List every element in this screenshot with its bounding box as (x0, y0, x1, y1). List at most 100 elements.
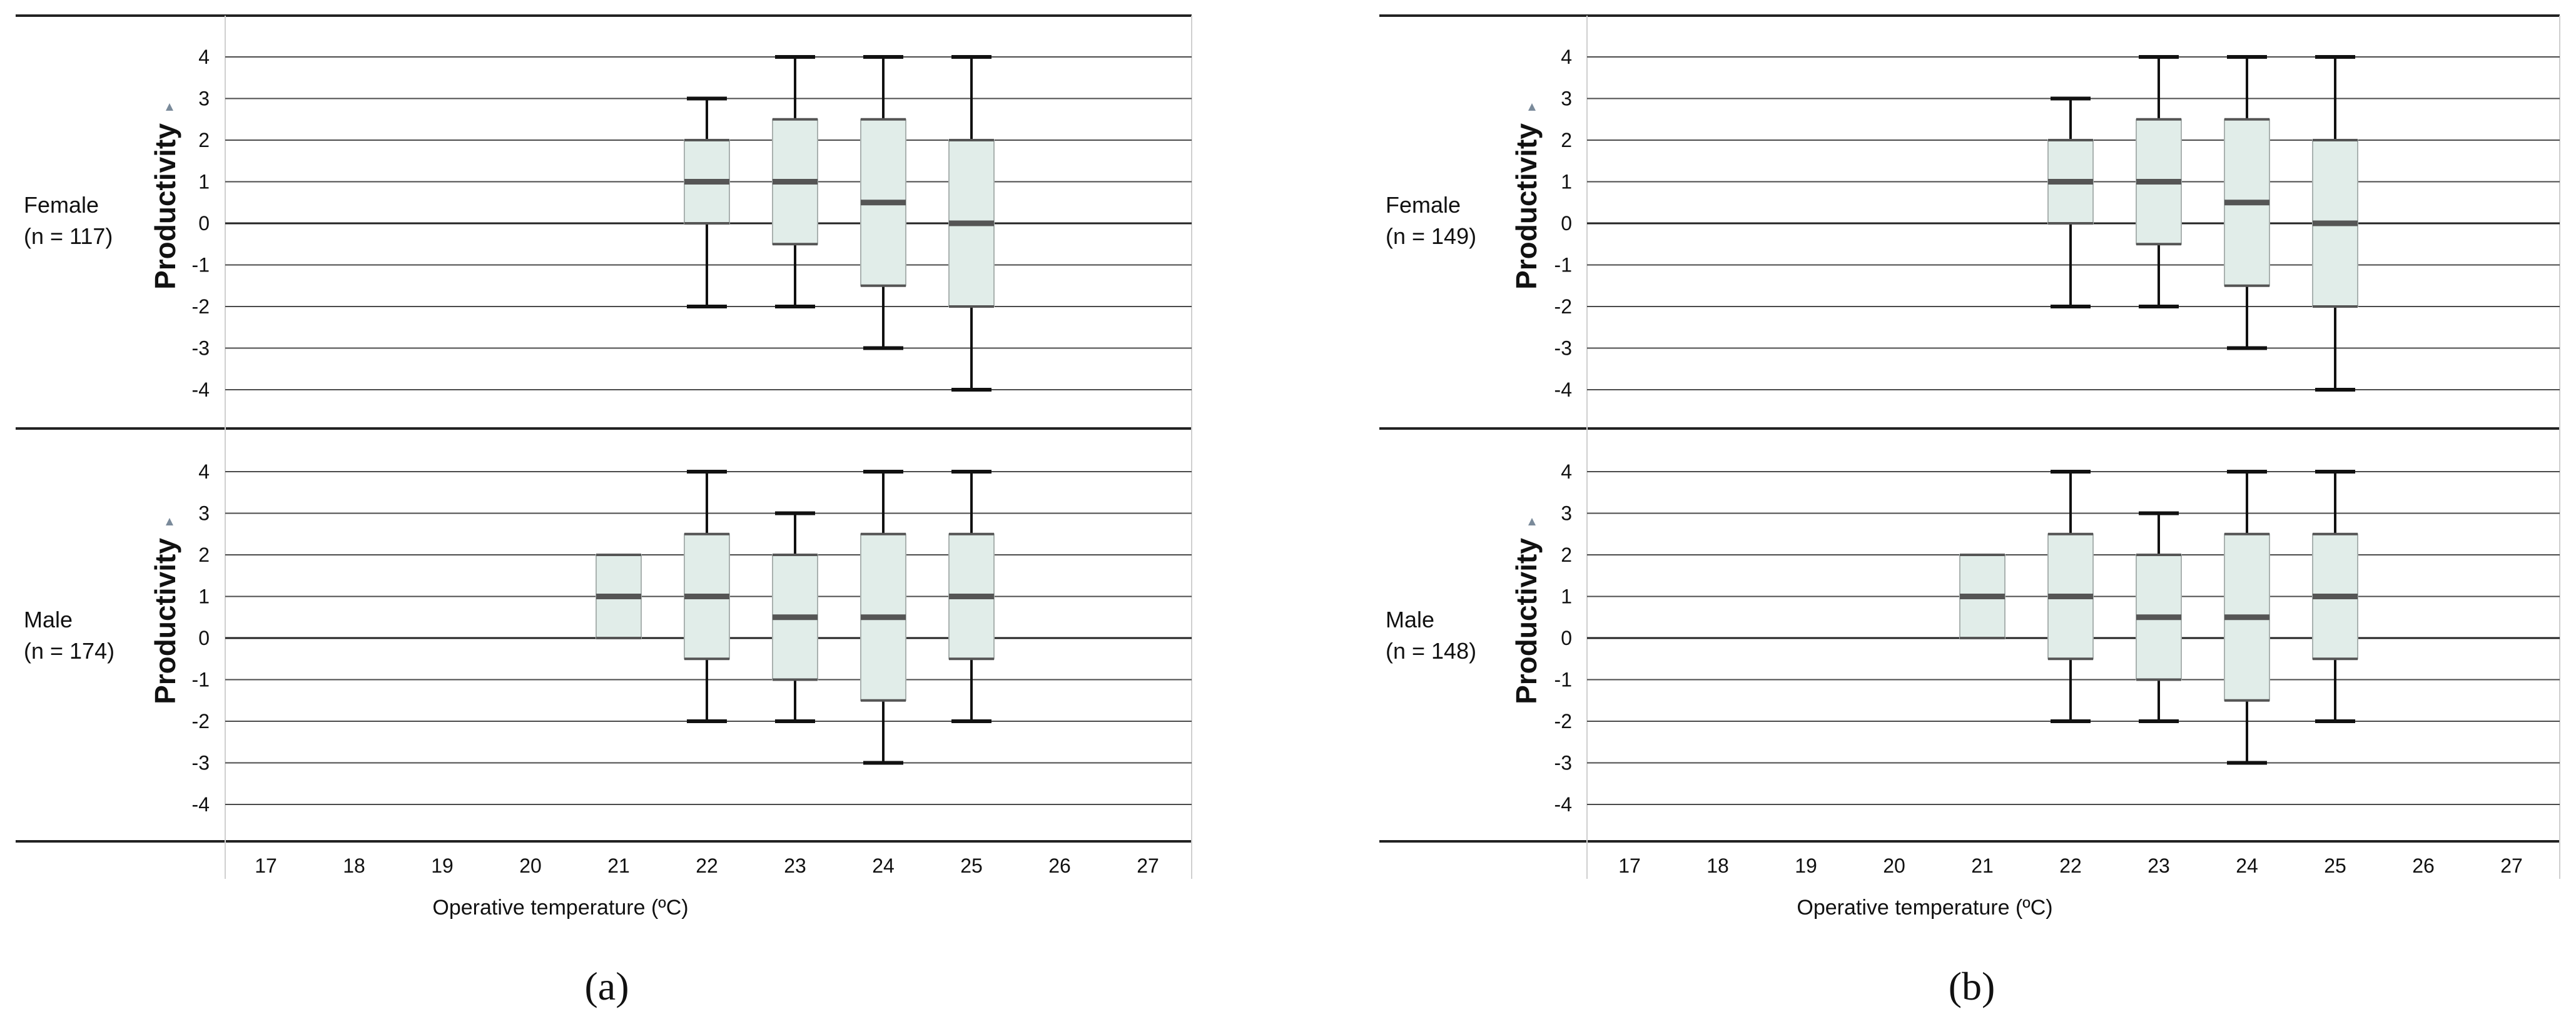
axis-marker-icon (1528, 103, 1536, 111)
y-tick-label: 2 (1561, 544, 1572, 566)
panel-a-male-name: Male (24, 607, 73, 632)
x-tick-label: 18 (1706, 854, 1729, 877)
y-tick-label: -4 (192, 378, 210, 401)
box-male-21 (596, 554, 642, 639)
y-tick-label: -2 (1554, 295, 1572, 318)
group-female: 4 3 2 1 0 -1 -2 -3 -4 (166, 46, 1192, 401)
chart-panel-b: Female (n = 149) Productivity Male (n = … (1386, 123, 2053, 1008)
x-tick-label: 22 (2059, 854, 2082, 877)
y-tick-label: 0 (198, 212, 210, 235)
y-tick-label: 1 (1561, 171, 1572, 193)
y-tick-label: -1 (192, 669, 210, 691)
x-tick-label: 21 (1971, 854, 1994, 877)
panel-a-female-ylabel: Productivity (149, 123, 181, 290)
y-tick-label: -3 (1554, 752, 1572, 774)
group-male: 4 3 2 1 0 -1 -2 -3 -4 (166, 460, 1192, 816)
panel-a-male-n: (n = 174) (24, 638, 114, 664)
panel-a-female-name: Female (24, 192, 99, 218)
y-tick-label: 3 (198, 502, 210, 525)
box-male-22 (2047, 470, 2094, 723)
panel-a-male-ylabel: Productivity (149, 538, 181, 704)
axis-marker-icon (166, 103, 173, 111)
x-tick-label: 21 (607, 854, 630, 877)
x-tick-label: 26 (1048, 854, 1071, 877)
box-male-23 (2136, 511, 2182, 723)
y-tick-label: 2 (198, 544, 210, 566)
panel-b-xlabel: Operative temperature (ºC) (1797, 896, 2052, 920)
box-male-21 (1959, 554, 2006, 639)
box-male-22 (684, 470, 730, 723)
panel-a-xlabel: Operative temperature (ºC) (432, 896, 688, 920)
box-female-23 (2136, 55, 2182, 308)
chart-panel-a: Female (n = 117) Productivity Male (n = … (24, 123, 689, 1008)
y-tick-label: -3 (1554, 337, 1572, 360)
y-tick-label: -2 (192, 710, 210, 733)
panel-b-female-ylabel: Productivity (1510, 123, 1543, 290)
axis-marker-icon (166, 518, 173, 525)
panel-b-male-name: Male (1386, 607, 1434, 632)
y-tick-label: 0 (1561, 212, 1572, 235)
x-tick-label: 25 (960, 854, 983, 877)
y-tick-label: -2 (1554, 710, 1572, 733)
y-tick-label: -1 (1554, 669, 1572, 691)
x-tick-label: 23 (2148, 854, 2170, 877)
y-tick-label: 3 (198, 88, 210, 110)
box-female-24 (860, 55, 906, 350)
y-tick-label: 4 (1561, 46, 1572, 68)
panel-b-female-n: (n = 149) (1386, 223, 1476, 249)
y-tick-label: -3 (192, 752, 210, 774)
x-tick-label: 27 (2500, 854, 2523, 877)
x-tick-label: 23 (784, 854, 806, 877)
x-tick-label: 24 (2236, 854, 2258, 877)
y-tick-label: 1 (198, 171, 210, 193)
group-female: 4 3 2 1 0 -1 -2 -3 -4 (1528, 46, 2560, 401)
y-tick-label: 4 (198, 460, 210, 483)
y-tick-label: 0 (198, 627, 210, 649)
panel-b-male-n: (n = 148) (1386, 638, 1476, 664)
axis-marker-icon (1528, 518, 1536, 525)
x-tick-label: 19 (1795, 854, 1817, 877)
y-tick-label: 0 (1561, 627, 1572, 649)
box-female-22 (2047, 96, 2094, 308)
box-male-24 (860, 470, 906, 765)
panel-a-female-n: (n = 117) (24, 223, 113, 249)
x-tick-label: 17 (255, 854, 277, 877)
x-tick-label: 24 (872, 854, 895, 877)
x-tick-label: 20 (519, 854, 542, 877)
y-tick-label: -4 (192, 793, 210, 816)
box-male-24 (2224, 470, 2270, 765)
y-tick-label: 2 (1561, 129, 1572, 151)
box-male-25 (948, 470, 995, 723)
box-female-25 (2312, 55, 2358, 392)
box-female-24 (2224, 55, 2270, 350)
box-female-23 (772, 55, 818, 308)
y-tick-label: 1 (198, 586, 210, 608)
box-male-25 (2312, 470, 2358, 723)
x-tick-label: 26 (2412, 854, 2435, 877)
panel-b-label: (b) (1949, 964, 1995, 1008)
x-tick-label: 19 (431, 854, 454, 877)
panel-a-label: (a) (584, 964, 629, 1008)
x-tick-label: 22 (696, 854, 718, 877)
y-tick-label: 4 (1561, 460, 1572, 483)
x-tick-label: 25 (2324, 854, 2346, 877)
box-male-23 (772, 511, 818, 723)
y-tick-label: 2 (198, 129, 210, 151)
x-tick-label: 18 (343, 854, 365, 877)
panel-b-female-name: Female (1386, 192, 1461, 218)
y-tick-label: -1 (1554, 254, 1572, 276)
y-tick-label: -1 (192, 254, 210, 276)
y-tick-label: 1 (1561, 586, 1572, 608)
box-female-22 (684, 96, 730, 308)
panel-b-male-ylabel: Productivity (1510, 538, 1543, 704)
x-tick-label: 17 (1618, 854, 1641, 877)
y-tick-label: 3 (1561, 88, 1572, 110)
group-male: 4 3 2 1 0 -1 -2 -3 -4 (1528, 460, 2560, 816)
y-tick-label: 3 (1561, 502, 1572, 525)
y-tick-label: -2 (192, 295, 210, 318)
x-tick-label: 20 (1883, 854, 1905, 877)
